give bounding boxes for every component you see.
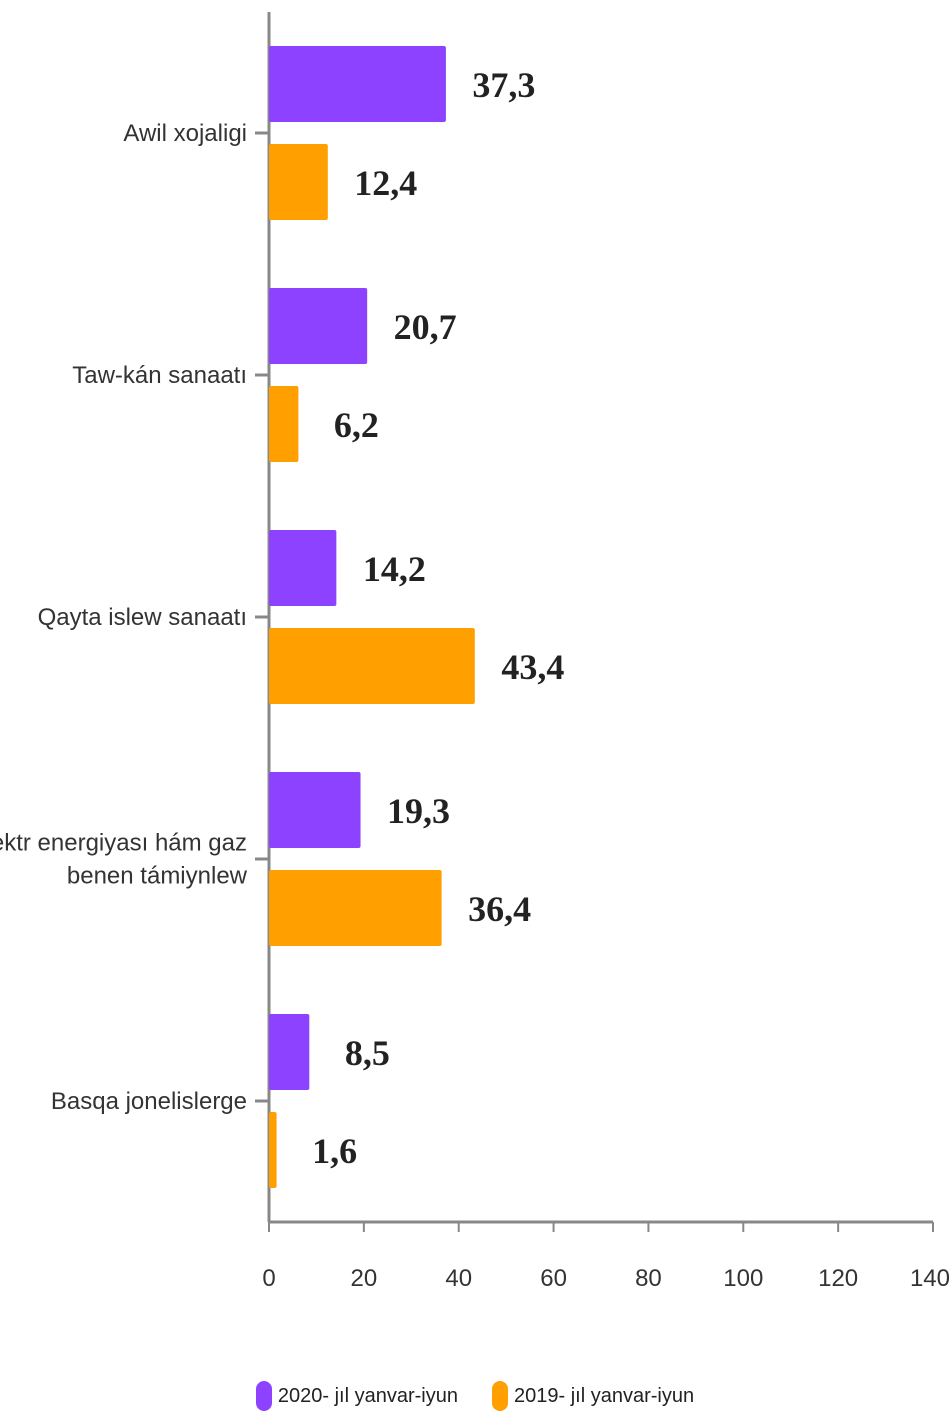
bar-2019 (269, 1112, 277, 1188)
data-label: 12,4 (354, 163, 417, 203)
category-label: benen támiynlew (67, 863, 248, 890)
legend: 2020- jıl yanvar-iyun 2019- jıl yanvar-i… (0, 1378, 950, 1414)
x-tick-label: 120 (818, 1265, 858, 1292)
bar-2019 (269, 386, 299, 462)
x-tick-label: 40 (445, 1265, 472, 1292)
bar-2020 (269, 1014, 310, 1090)
bar-2019 (269, 628, 475, 704)
category-label: Basqa jonelislerge (51, 1088, 247, 1115)
bar-2020 (269, 46, 446, 122)
x-tick-label: 140 (910, 1265, 950, 1292)
legend-label-2019: 2019- jıl yanvar-iyun (514, 1384, 695, 1407)
x-tick-label: 100 (723, 1265, 763, 1292)
data-label: 20,7 (394, 307, 457, 347)
bar-2020 (269, 288, 368, 364)
category-label: Elektr energiyası hám gaz (0, 830, 247, 857)
data-label: 6,2 (334, 405, 379, 445)
bar-2020 (269, 772, 361, 848)
bar-2019 (269, 870, 442, 946)
bar-2020 (269, 530, 337, 606)
category-label: Awil xojaligi (123, 120, 247, 147)
x-tick-label: 20 (351, 1265, 378, 1292)
data-label: 8,5 (345, 1033, 390, 1073)
legend-swatch-2019 (492, 1381, 508, 1411)
data-label: 1,6 (312, 1131, 357, 1171)
data-label: 43,4 (501, 647, 564, 687)
data-label: 19,3 (387, 791, 450, 831)
x-tick-label: 0 (262, 1265, 275, 1292)
category-label: Taw-kán sanaatı (72, 362, 247, 389)
legend-item-2019[interactable]: 2019- jıl yanvar-iyun (492, 1381, 694, 1411)
bar-2019 (269, 144, 328, 220)
legend-item-2020[interactable]: 2020- jıl yanvar-iyun (255, 1381, 458, 1411)
legend-swatch-2020 (255, 1381, 272, 1411)
x-tick-label: 60 (540, 1265, 567, 1292)
legend-label-2020: 2020- jıl yanvar-iyun (277, 1384, 458, 1407)
data-label: 37,3 (472, 65, 535, 105)
bar-chart: 0 20 40 60 80 100 120 140 Awil xojaligi 37,3 12,4 T… (0, 12, 950, 1292)
category-label: Qayta islew sanaatı (38, 604, 247, 631)
data-label: 14,2 (363, 549, 426, 589)
x-tick-label: 80 (635, 1265, 662, 1292)
data-label: 36,4 (468, 889, 531, 929)
